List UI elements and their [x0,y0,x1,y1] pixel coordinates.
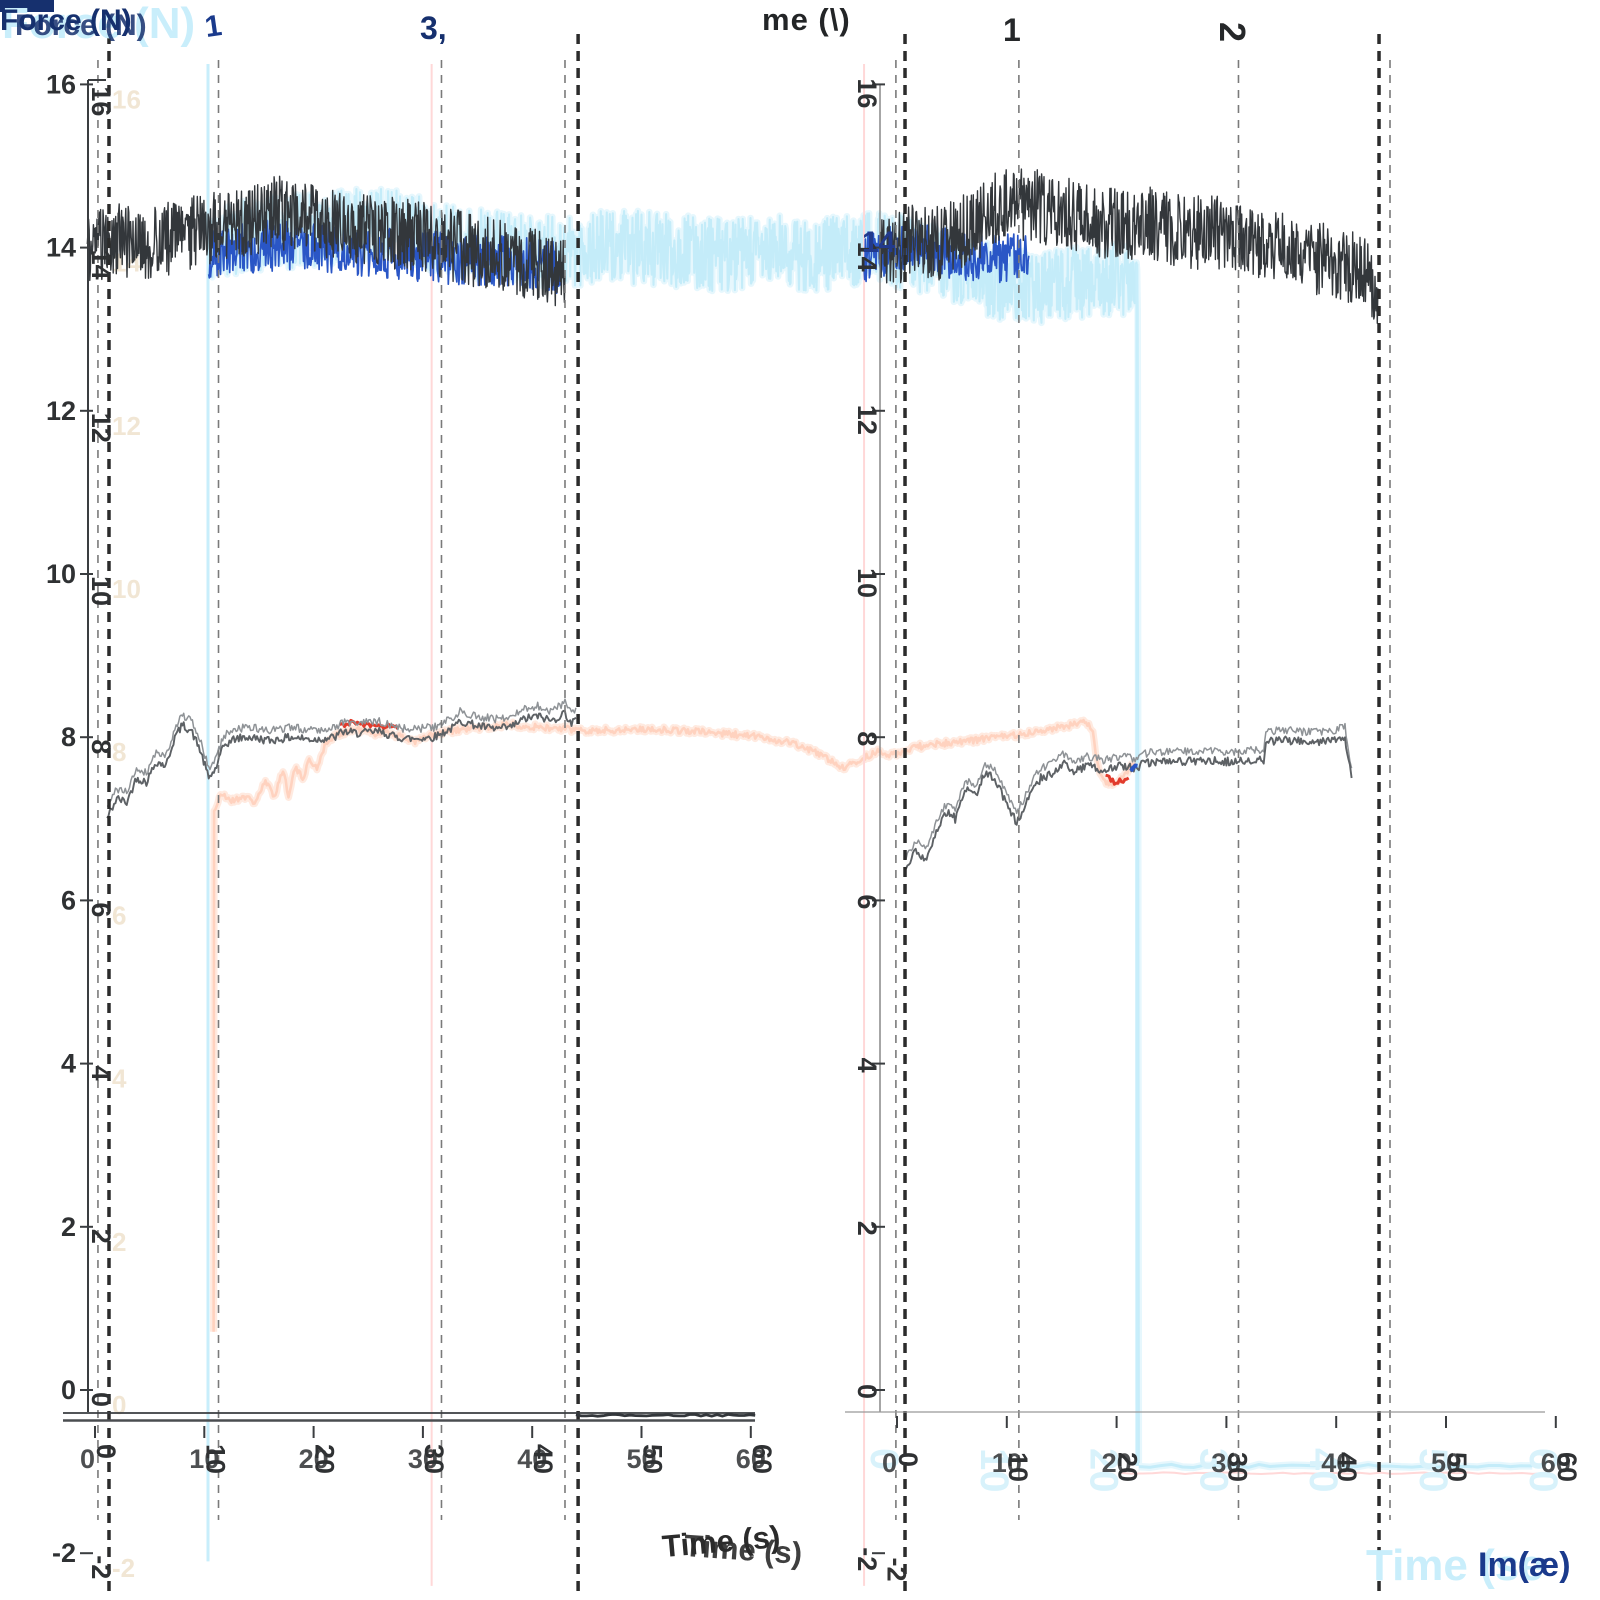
left-black-noisy-force-trace [86,175,566,307]
right-y-tick-label: 4 [852,1058,882,1073]
right-black-noisy-force-trace [878,168,1379,324]
right-y-tick-label: 8 [852,731,882,746]
wheat-ghost-label: 16 [112,84,141,114]
right-y-tick-label: 16 [852,78,882,108]
left-y-tick-label: 0 [61,1375,76,1405]
right-x-tick-label: 20 [1113,1452,1143,1482]
right-y-tick-label: 0 [852,1384,882,1399]
left-y-tick-label-ghost: 4 [86,1066,116,1081]
left-x-tick-label: 30 [419,1444,449,1474]
right-x-tick-label: 0 [893,1452,923,1467]
right-x-tick-label-cyanghost: 30 [1191,1448,1235,1493]
right-x-tick-label-cyanghost: 40 [1301,1448,1345,1493]
right-x-tick-label: 60 [1552,1452,1582,1482]
right-x-tick-label: 40 [1332,1452,1362,1482]
right-x-tick-label: 10 [1003,1452,1033,1482]
right-x-tick-label-ghost: 20 [1102,1448,1132,1478]
right-x-tick-label-cyanghost: 0 [862,1448,906,1470]
right-x-tick-label-ghost: 10 [992,1448,1022,1478]
left-blue-noisy-force-trace [207,217,562,295]
left-y-tick-label: 16 [46,69,76,99]
left-y-tick-label: -2 [52,1538,76,1568]
left-x-tick-label-ghost: 10 [189,1444,219,1474]
right-x-tick-label: 50 [1442,1452,1472,1482]
right-y-tick-label: 10 [852,568,882,598]
right-y-tick-label: -2 [852,1547,882,1571]
right-x-tick-label-cyanghost: 20 [1082,1448,1126,1493]
left-y-tick-label-ghost: 16 [86,86,116,116]
wheat-ghost-label: -2 [112,1553,135,1583]
wheat-ghost-label: 6 [112,900,126,930]
left-x-tick-label-ghost: 20 [299,1444,329,1474]
left-x-tick-label: 20 [310,1444,340,1474]
left-y-tick-label: 14 [46,233,76,263]
left-y-tick-label: 10 [46,559,76,589]
left-black-zero-baseline [575,1412,756,1418]
right-gray-grip-force-trace [903,735,1353,871]
left-y-tick-label: 4 [61,1049,76,1079]
right-x-tick-label-cyanghost: 10 [972,1448,1016,1493]
left-y-tick-label: 12 [46,396,76,426]
right-x-tick-label: 30 [1222,1452,1252,1482]
left-x-tick-label: 0 [91,1444,121,1459]
left-y-tick-label: 6 [61,885,76,915]
left-x-tick-label: 10 [200,1444,230,1474]
left-cyan-noisy-force-trace [207,187,1140,1466]
left-x-tick-label-ghost: 30 [408,1444,438,1474]
left-y-tick-label-ghost: -2 [86,1555,116,1579]
right-x-tick-label-cyanghost: 50 [1411,1448,1455,1493]
right-y-tick-label: 6 [852,894,882,909]
left-y-tick-label-ghost: 2 [86,1229,116,1244]
right-gray-grip-force-ghost [904,722,1353,860]
left-gray-grip-force-ghost [106,698,577,807]
left-y-tick-label: 2 [61,1212,76,1242]
left-y-tick-label-ghost: 12 [86,413,116,443]
right-navy-overlap-segment [1129,763,1138,773]
wheat-ghost-label: 2 [112,1227,126,1257]
left-y-tick-label-ghost: 6 [86,902,116,917]
wheat-ghost-label: 4 [112,1064,127,1094]
right-y-tick-label: 2 [852,1221,882,1236]
right-x-tick-label-cyanghost: 60 [1521,1448,1565,1493]
right-pink-zero-baseline [1119,1471,1544,1475]
left-x-tick-label-ghost: 40 [517,1444,547,1474]
left-y-tick-label-ghost: 10 [86,576,116,606]
left-salmon-load-force-trace [212,718,1138,1332]
left-x-tick-label: 50 [638,1444,668,1474]
right-x-tick-label-ghost: 0 [882,1448,897,1478]
left-salmon-load-force-trace-halo [210,716,1140,1332]
left-cyan-noisy-force-trace-halo [205,185,1143,1466]
left-y-tick-label: 8 [61,722,76,752]
clipped-text-block [0,0,54,12]
left-x-tick-label-ghost: 0 [80,1444,95,1474]
left-y-tick-label-ghost: 14 [86,250,116,280]
left-y-tick-label-ghost: 8 [86,739,116,754]
right-x-tick-label-ghost: 30 [1211,1448,1241,1478]
right-y-tick-label: 12 [852,405,882,435]
wheat-ghost-label: 12 [112,411,141,441]
right-red-overlap-segment [1105,773,1130,786]
right-x-tick-label-ghost: 50 [1431,1448,1461,1478]
left-x-tick-label-ghost: 60 [736,1444,766,1474]
right-y-tick-label: 14 [852,242,882,272]
left-cyan-zero-baseline [1138,1462,1533,1469]
wheat-ghost-label: 8 [112,737,126,767]
left-x-tick-label: 40 [528,1444,558,1474]
wheat-ghost-label: 10 [112,574,141,604]
left-x-tick-label: 60 [747,1444,777,1474]
right-x-tick-label-ghost: 40 [1321,1448,1351,1478]
left-x-tick-label-ghost: 50 [627,1444,657,1474]
left-y-tick-label-ghost: 0 [86,1392,116,1407]
right-x-tick-label-ghost: 60 [1541,1448,1571,1478]
left-gray-grip-force-trace [106,709,577,819]
